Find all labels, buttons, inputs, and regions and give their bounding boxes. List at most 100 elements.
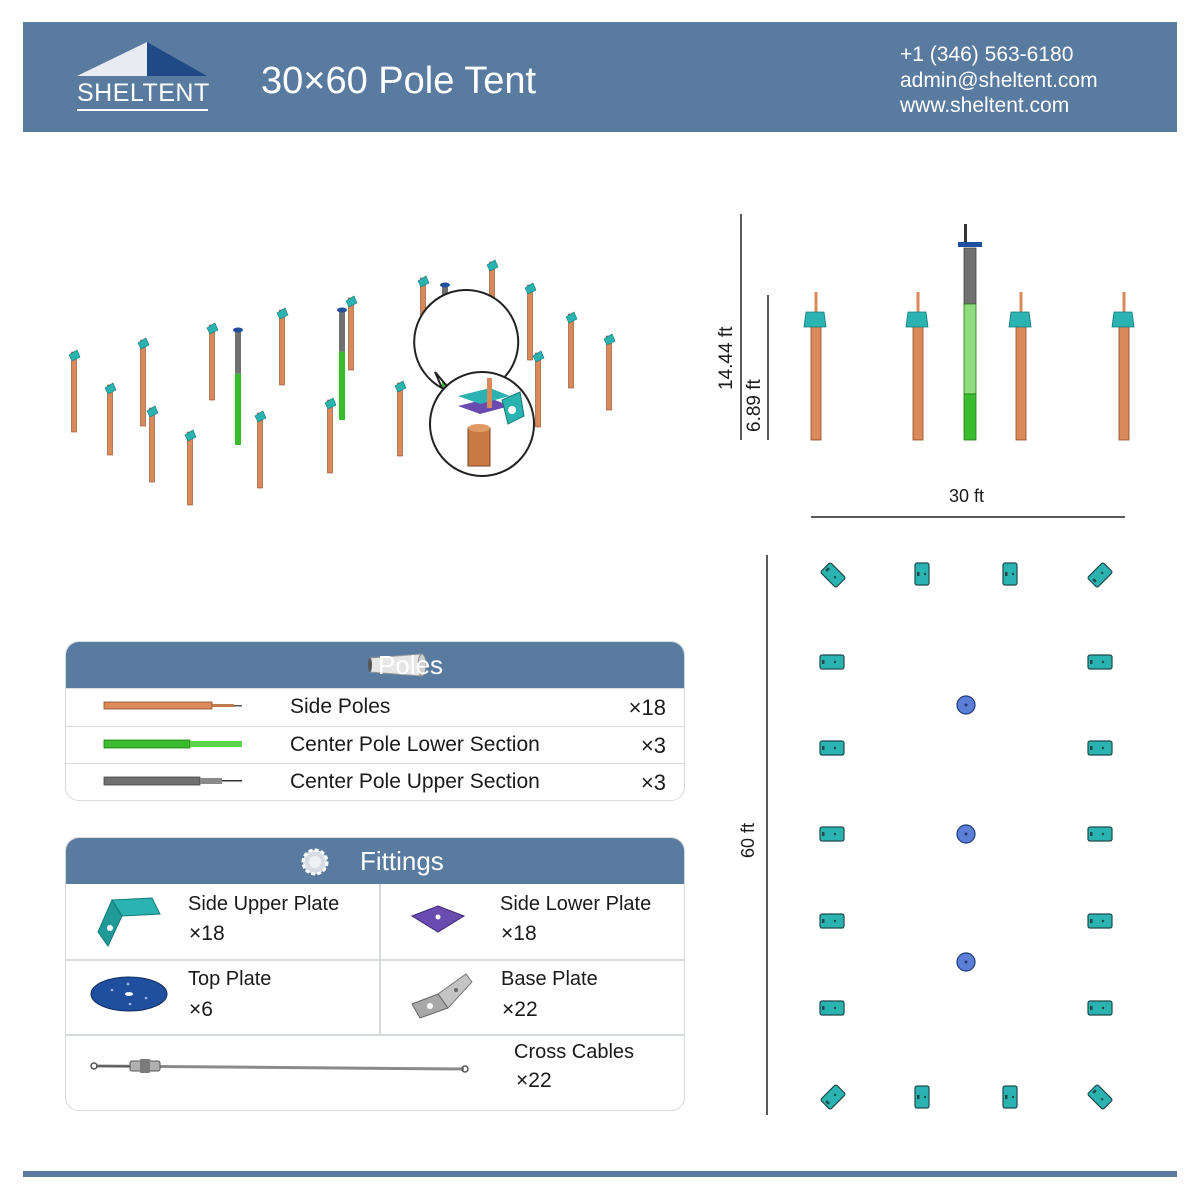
center-plate	[956, 695, 976, 715]
fitting-side-lower-plate: Side Lower Plate ×18	[380, 884, 684, 959]
header-banner: SHELTENT 30×60 Pole Tent +1 (346) 563-61…	[23, 22, 1177, 132]
side-upper-plate-icon	[97, 897, 161, 947]
center-pole	[233, 327, 243, 445]
center-plate	[956, 952, 976, 972]
pole-name: Side Poles	[290, 695, 391, 718]
fittings-title: Fittings	[360, 846, 444, 876]
end-plate	[914, 1085, 930, 1109]
contact-block: +1 (346) 563-6180 admin@sheltent.com www…	[900, 42, 1098, 119]
side-height-label: 6.89 ft	[744, 379, 765, 432]
center-lower-pole-icon	[103, 739, 242, 748]
side-pole	[345, 295, 358, 371]
corner-plate	[1087, 562, 1113, 588]
fitting-qty: ×18	[501, 922, 537, 945]
footer-bar	[23, 1171, 1177, 1177]
contact-email[interactable]: admin@sheltent.com	[900, 68, 1098, 92]
side-plate	[819, 826, 845, 842]
elevation-view	[740, 214, 1135, 518]
poles-title: Poles	[378, 650, 444, 680]
center-plate	[956, 824, 976, 844]
fitting-name: Side Lower Plate	[500, 893, 652, 915]
corner-plate	[820, 1084, 846, 1110]
length-label: 60 ft	[738, 822, 758, 858]
pole-tube-icon	[368, 653, 427, 677]
pole-name: Center Pole Upper Section	[290, 770, 540, 793]
table-row: Center Pole Lower Section ×3	[66, 725, 684, 764]
top-plate-icon	[90, 976, 168, 1012]
poles-table: Poles Side Poles ×18 Center Pole Lower S…	[65, 641, 685, 801]
center-upper-pole-icon	[103, 776, 242, 786]
fitting-qty: ×22	[516, 1069, 552, 1092]
fitting-name: Cross Cables	[514, 1041, 635, 1063]
brand-underline	[77, 109, 208, 111]
side-pole	[146, 405, 159, 483]
fitting-qty: ×18	[189, 922, 225, 945]
cross-cable-icon	[90, 1059, 469, 1073]
table-row: Side Poles ×18	[66, 688, 684, 726]
center-height-label: 14.44 ft	[716, 326, 737, 390]
side-pole	[532, 350, 545, 428]
side-pole	[324, 397, 337, 474]
fitting-base-plate: Base Plate ×22	[380, 960, 684, 1034]
fittings-table-header: Fittings	[66, 838, 684, 884]
fitting-qty: ×22	[502, 998, 538, 1021]
side-pole-elevation	[905, 292, 929, 441]
fitting-name: Side Upper Plate	[188, 893, 340, 915]
side-pole-elevation	[1008, 292, 1032, 441]
page-title: 30×60 Pole Tent	[261, 60, 537, 102]
side-plate	[1087, 826, 1113, 842]
side-pole	[276, 307, 289, 386]
fitting-name: Top Plate	[188, 968, 272, 990]
side-plate	[819, 654, 845, 670]
side-pole-elevation	[803, 292, 827, 441]
side-pole	[524, 282, 537, 361]
side-plate	[1087, 740, 1113, 756]
brand-name: SHELTENT	[77, 79, 210, 107]
pole-qty: ×18	[628, 695, 666, 720]
side-lower-plate-icon	[410, 905, 466, 933]
side-plate	[819, 913, 845, 929]
fitting-cross-cables: Cross Cables ×22	[66, 1035, 684, 1110]
fitting-qty: ×6	[189, 998, 213, 1021]
side-pole	[394, 380, 407, 457]
side-pole-elevation	[1111, 292, 1135, 441]
contact-phone[interactable]: +1 (346) 563-6180	[900, 43, 1074, 66]
fittings-table: Fittings Side Upper Plate ×18 Side Lower…	[65, 837, 685, 1111]
side-pole	[603, 333, 616, 411]
isometric-pole-layout	[68, 259, 616, 506]
side-pole	[137, 337, 150, 427]
side-pole	[184, 429, 197, 506]
side-plate	[819, 740, 845, 756]
side-pole	[104, 382, 117, 456]
end-plate	[914, 562, 930, 586]
end-plate	[1002, 562, 1018, 586]
side-plate	[1087, 654, 1113, 670]
side-pole	[68, 349, 81, 433]
table-row: Center Pole Upper Section ×3	[66, 763, 684, 800]
side-pole-icon	[103, 701, 242, 710]
corner-plate	[820, 562, 846, 588]
fitting-top-plate: Top Plate ×6	[66, 960, 379, 1034]
pole-name: Center Pole Lower Section	[290, 732, 540, 756]
fitting-side-upper-plate: Side Upper Plate ×18	[66, 884, 379, 959]
center-pole-elevation	[958, 224, 982, 441]
side-pole	[254, 410, 267, 489]
sheltent-logo-icon	[77, 42, 207, 76]
side-pole	[565, 311, 578, 389]
pole-qty: ×3	[640, 732, 666, 758]
corner-plate	[1087, 1084, 1113, 1110]
side-plate	[1087, 913, 1113, 929]
side-pole	[206, 322, 219, 401]
side-plate	[1087, 1000, 1113, 1016]
gear-icon	[301, 848, 329, 876]
plate-detail-callout	[413, 288, 535, 477]
fitting-name: Base Plate	[501, 968, 598, 990]
base-plate-icon	[411, 973, 473, 1019]
width-label: 30 ft	[949, 486, 985, 506]
pole-qty: ×3	[640, 770, 666, 795]
end-plate	[1002, 1085, 1018, 1109]
side-plate	[819, 1000, 845, 1016]
contact-website[interactable]: www.sheltent.com	[900, 94, 1070, 117]
poles-table-header: Poles	[66, 642, 684, 688]
center-pole	[337, 307, 347, 420]
